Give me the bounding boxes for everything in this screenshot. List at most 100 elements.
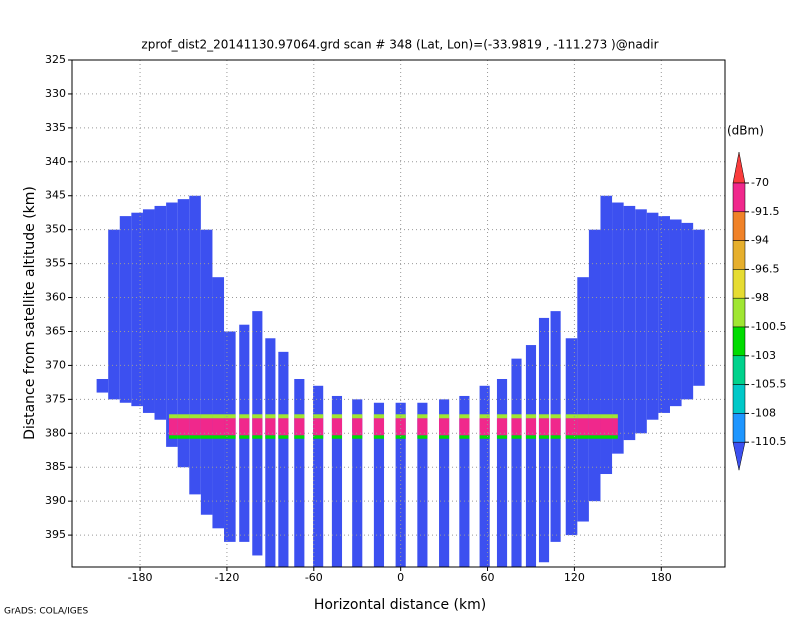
surface-band	[294, 418, 305, 436]
colorbar-segment	[732, 269, 746, 299]
colorbar-tick-label: -108	[751, 406, 776, 419]
strip	[525, 345, 537, 567]
surface-band	[550, 414, 561, 419]
surface-band	[577, 418, 589, 436]
colorbar-segment	[732, 182, 746, 213]
surface-band	[189, 418, 201, 436]
y-tick-label: 325	[45, 53, 66, 66]
strip	[612, 202, 624, 454]
strip	[496, 378, 508, 567]
surface-band	[538, 414, 550, 419]
surface-band	[612, 414, 618, 419]
colorbar-tick-label: -91.5	[751, 205, 779, 218]
colorbar-tick-label: -110.5	[751, 435, 786, 448]
colorbar-tick-label: -70	[751, 176, 769, 189]
surface-band	[313, 418, 324, 436]
surface-band	[265, 414, 276, 419]
plot-frame	[71, 59, 726, 568]
y-tick-label: 335	[45, 121, 66, 134]
surface-band	[612, 418, 618, 436]
surface-band	[538, 435, 550, 439]
surface-band	[239, 414, 250, 419]
y-tick-label: 385	[45, 460, 66, 473]
x-tick-label: -180	[128, 571, 153, 584]
surface-band	[252, 414, 263, 419]
surface-band	[511, 418, 522, 436]
strip	[131, 212, 143, 407]
strip	[108, 229, 120, 400]
strip	[459, 395, 470, 567]
surface-band	[565, 414, 578, 419]
strip	[635, 209, 647, 434]
surface-band	[459, 435, 470, 439]
surface-band	[177, 435, 190, 439]
strip	[693, 229, 705, 386]
surface-band	[169, 435, 178, 439]
strip	[658, 216, 670, 413]
surface-band	[200, 435, 213, 439]
surface-band	[331, 414, 343, 419]
surface-band	[278, 414, 289, 419]
surface-band	[439, 435, 450, 439]
surface-band	[331, 418, 343, 436]
surface-band	[278, 418, 289, 436]
strip	[278, 351, 289, 567]
surface-band	[525, 435, 537, 439]
surface-band	[352, 414, 363, 419]
strip	[417, 402, 428, 567]
strip	[212, 277, 225, 529]
strip	[166, 202, 178, 447]
surface-band	[459, 418, 470, 436]
surface-band	[588, 418, 601, 436]
y-tick-label: 395	[45, 528, 66, 541]
surface-band	[294, 435, 305, 439]
colorbar-tick-label: -96.5	[751, 262, 779, 275]
surface-band	[212, 418, 225, 436]
surface-band	[417, 418, 428, 436]
colorbar-segment	[732, 326, 746, 357]
surface-band	[479, 414, 490, 419]
surface-band	[169, 414, 178, 419]
surface-band	[588, 435, 601, 439]
surface-band	[496, 418, 508, 436]
strip	[669, 219, 682, 407]
strip	[313, 385, 324, 567]
strip	[352, 399, 363, 567]
strip	[538, 317, 550, 563]
strip	[177, 199, 190, 468]
colorbar-segment	[732, 413, 746, 443]
surface-band	[373, 435, 385, 439]
surface-band	[525, 418, 537, 436]
surface-band	[224, 414, 236, 419]
surface-band	[600, 435, 613, 439]
surface-band	[439, 414, 450, 419]
x-tick-label: 120	[564, 571, 585, 584]
y-tick-label: 375	[45, 392, 66, 405]
strip	[189, 195, 201, 495]
surface-band	[525, 414, 537, 419]
y-tick-label: 355	[45, 257, 66, 270]
surface-band	[212, 435, 225, 439]
surface-band	[352, 418, 363, 436]
y-tick-label: 390	[45, 494, 66, 507]
colorbar-tick-label: -105.5	[751, 378, 786, 391]
colorbar-segment	[732, 355, 746, 385]
colorbar-tick-label: -98	[751, 291, 769, 304]
surface-band	[565, 435, 578, 439]
surface-band	[224, 418, 236, 436]
strip	[142, 209, 155, 413]
strip	[373, 402, 385, 567]
strip	[331, 395, 343, 567]
colorbar-label: (dBm)	[727, 124, 764, 138]
strip	[511, 358, 522, 567]
surface-band	[189, 414, 201, 419]
surface-band	[252, 435, 263, 439]
surface-band	[538, 418, 550, 436]
surface-band	[577, 435, 589, 439]
surface-band	[373, 418, 385, 436]
x-tick-label: -120	[214, 571, 239, 584]
x-tick-label: 0	[397, 571, 404, 584]
strip	[600, 195, 613, 475]
x-tick-label: 180	[651, 571, 672, 584]
